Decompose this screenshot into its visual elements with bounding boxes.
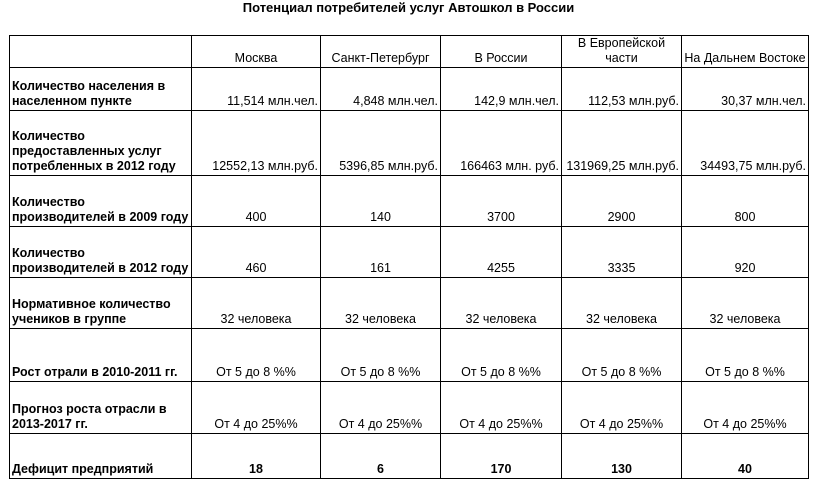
table-cell: 4255 (440, 226, 562, 278)
table-cell: 131969,25 млн.руб. (561, 110, 682, 176)
table-row: Дефицит предприятий 18 6 170 130 40 (9, 433, 809, 479)
table-cell: 161 (320, 226, 441, 278)
table-cell: От 4 до 25%% (191, 381, 321, 434)
table-cell: 6 (320, 433, 441, 479)
table-row: Прогноз роста отрасли в 2013-2017 гг. От… (9, 381, 809, 434)
table-cell: 32 человека (191, 277, 321, 329)
table-cell: От 4 до 25%% (440, 381, 562, 434)
table-cell: 30,37 млн.чел. (681, 67, 809, 111)
table-row: Нормативное количество учеников в группе… (9, 277, 809, 329)
table-cell: 12552,13 млн.руб. (191, 110, 321, 176)
header-row: Москва Санкт-Петербург В России В Европе… (9, 35, 809, 68)
table-cell: 32 человека (681, 277, 809, 329)
table-row: Количество производителей в 2009 году 40… (9, 175, 809, 227)
column-header-spb: Санкт-Петербург (320, 35, 441, 68)
table-cell: 18 (191, 433, 321, 479)
table-cell: 130 (561, 433, 682, 479)
table-cell: 140 (320, 175, 441, 227)
table-cell: 5396,85 млн.руб. (320, 110, 441, 176)
row-label-growth: Рост отрали в 2010-2011 гг. (9, 328, 192, 382)
table-cell: 400 (191, 175, 321, 227)
table-cell: 460 (191, 226, 321, 278)
column-header-european: В Европейской части (561, 35, 682, 68)
table-cell: От 4 до 25%% (681, 381, 809, 434)
table-cell: 3335 (561, 226, 682, 278)
header-corner-cell (9, 35, 192, 68)
row-label-forecast: Прогноз роста отрасли в 2013-2017 гг. (9, 381, 192, 434)
table-row: Количество населения в населенном пункте… (9, 67, 809, 111)
table-cell: 4,848 млн.чел. (320, 67, 441, 111)
data-table: Москва Санкт-Петербург В России В Европе… (9, 35, 809, 479)
table-cell: 34493,75 млн.руб. (681, 110, 809, 176)
table-cell: 32 человека (561, 277, 682, 329)
row-label-producers-2012: Количество производителей в 2012 году (9, 226, 192, 278)
table-cell: 11,514 млн.чел. (191, 67, 321, 111)
column-header-russia: В России (440, 35, 562, 68)
table-cell: 32 человека (320, 277, 441, 329)
table-cell: 32 человека (440, 277, 562, 329)
table-cell: От 5 до 8 %% (440, 328, 562, 382)
row-label-services: Количество предоставленных услуг потребл… (9, 110, 192, 176)
table-row: Рост отрали в 2010-2011 гг. От 5 до 8 %%… (9, 328, 809, 382)
table-cell: 2900 (561, 175, 682, 227)
table-cell: 40 (681, 433, 809, 479)
row-label-students: Нормативное количество учеников в группе (9, 277, 192, 329)
table-cell: 112,53 млн.руб. (561, 67, 682, 111)
table-cell: От 4 до 25%% (320, 381, 441, 434)
table-row: Количество предоставленных услуг потребл… (9, 110, 809, 176)
column-header-far-east: На Дальнем Востоке (681, 35, 809, 68)
table-cell: 142,9 млн.чел. (440, 67, 562, 111)
table-cell: От 5 до 8 %% (681, 328, 809, 382)
page-title: Потенциал потребителей услуг Автошкол в … (242, 0, 575, 15)
table-cell: От 4 до 25%% (561, 381, 682, 434)
table-cell: От 5 до 8 %% (191, 328, 321, 382)
table-cell: 166463 млн. руб. (440, 110, 562, 176)
table-cell: От 5 до 8 %% (320, 328, 441, 382)
table-row: Количество производителей в 2012 году 46… (9, 226, 809, 278)
table-cell: От 5 до 8 %% (561, 328, 682, 382)
row-label-producers-2009: Количество производителей в 2009 году (9, 175, 192, 227)
table-cell: 170 (440, 433, 562, 479)
row-label-deficit: Дефицит предприятий (9, 433, 192, 479)
row-label-population: Количество населения в населенном пункте (9, 67, 192, 111)
table-cell: 800 (681, 175, 809, 227)
table-cell: 3700 (440, 175, 562, 227)
column-header-moscow: Москва (191, 35, 321, 68)
table-cell: 920 (681, 226, 809, 278)
